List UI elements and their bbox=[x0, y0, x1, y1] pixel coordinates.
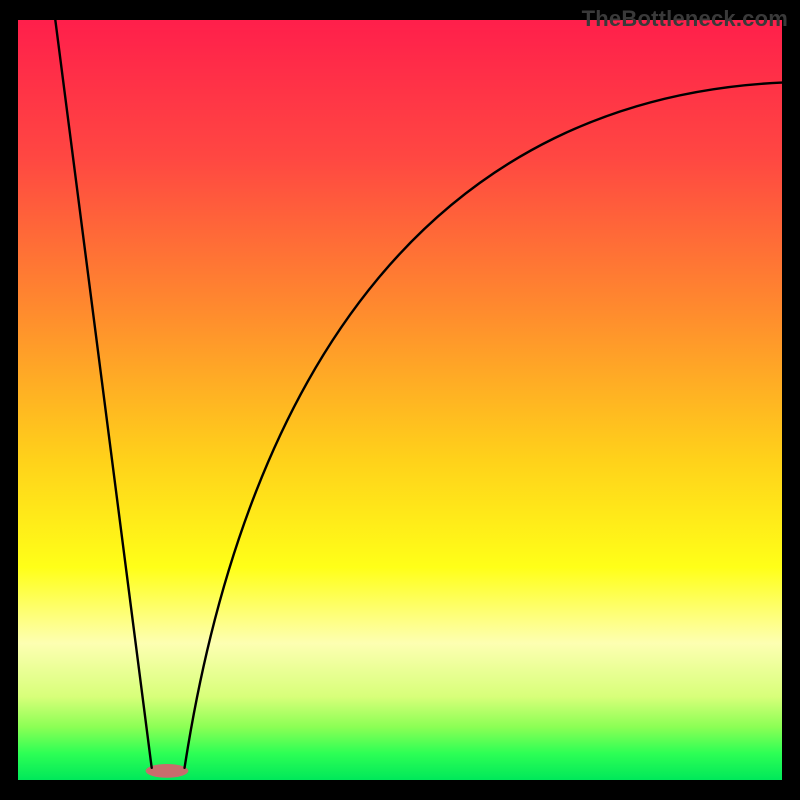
bottleneck-chart bbox=[0, 0, 800, 800]
chart-container: TheBottleneck.com bbox=[0, 0, 800, 800]
gradient-background bbox=[18, 20, 782, 780]
